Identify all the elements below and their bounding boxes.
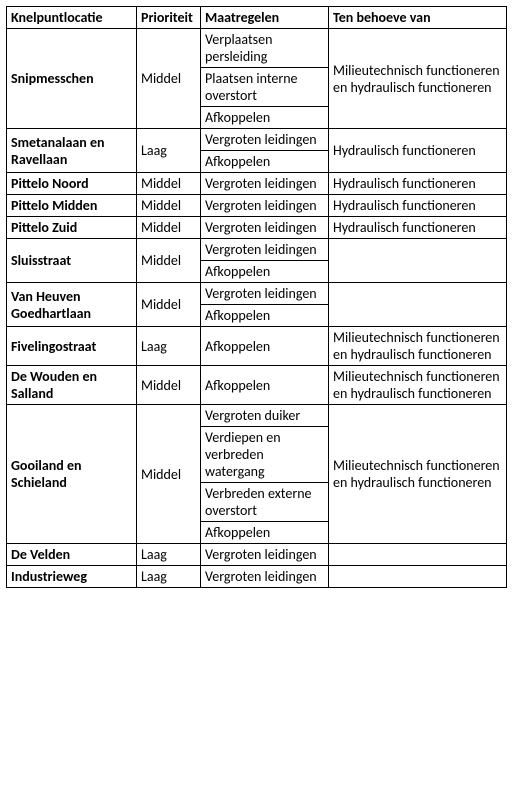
- table-row: FivelingostraatLaagAfkoppelenMilieutechn…: [7, 327, 507, 366]
- maatregel-item: Verplaatsen persleiding: [201, 29, 328, 68]
- cell-maatregelen: Verplaatsen persleidingPlaatsen interne …: [201, 29, 329, 129]
- maatregelen-list: Vergroten duikerVerdiepen en verbreden w…: [201, 405, 328, 543]
- maatregelen-list: Vergroten leidingen: [201, 217, 328, 238]
- col-header: Knelpuntlocatie: [7, 7, 137, 29]
- maatregel-item: Afkoppelen: [201, 336, 328, 357]
- table-row: Gooiland en SchielandMiddelVergroten dui…: [7, 405, 507, 544]
- cell-ten-behoeve-van: Hydraulisch functioneren: [329, 217, 507, 239]
- maatregel-item: Afkoppelen: [201, 151, 328, 173]
- cell-prioriteit: Middel: [137, 239, 201, 283]
- cell-ten-behoeve-van: [329, 283, 507, 327]
- table-row: De VeldenLaagVergroten leidingen: [7, 544, 507, 566]
- maatregel-item: Vergroten leidingen: [201, 217, 328, 238]
- maatregelen-list: Vergroten leidingenAfkoppelen: [201, 239, 328, 282]
- cell-prioriteit: Laag: [137, 544, 201, 566]
- cell-ten-behoeve-van: [329, 566, 507, 588]
- maatregel-item: Vergroten leidingen: [201, 283, 328, 305]
- cell-ten-behoeve-van: Milieutechnisch functioneren en hydrauli…: [329, 366, 507, 405]
- cell-maatregelen: Afkoppelen: [201, 327, 329, 366]
- table-row: Smetanalaan en RavellaanLaagVergroten le…: [7, 129, 507, 173]
- cell-prioriteit: Middel: [137, 217, 201, 239]
- maatregelen-list: Vergroten leidingen: [201, 544, 328, 565]
- knelpunt-table: Knelpuntlocatie Prioriteit Maatregelen T…: [6, 6, 507, 588]
- cell-prioriteit: Laag: [137, 129, 201, 173]
- maatregel-item: Afkoppelen: [201, 107, 328, 129]
- cell-ten-behoeve-van: Hydraulisch functioneren: [329, 195, 507, 217]
- cell-maatregelen: Vergroten leidingen: [201, 544, 329, 566]
- table-row: De Wouden en SallandMiddelAfkoppelenMili…: [7, 366, 507, 405]
- cell-ten-behoeve-van: Milieutechnisch functioneren en hydrauli…: [329, 29, 507, 129]
- cell-prioriteit: Laag: [137, 327, 201, 366]
- col-header: Maatregelen: [201, 7, 329, 29]
- cell-prioriteit: Middel: [137, 366, 201, 405]
- maatregelen-list: Afkoppelen: [201, 375, 328, 396]
- cell-locatie: Gooiland en Schieland: [7, 405, 137, 544]
- table-row: SnipmesschenMiddelVerplaatsen persleidin…: [7, 29, 507, 129]
- cell-locatie: De Wouden en Salland: [7, 366, 137, 405]
- maatregel-item: Vergroten leidingen: [201, 544, 328, 565]
- maatregel-item: Vergroten leidingen: [201, 566, 328, 587]
- table-row: Van Heuven GoedhartlaanMiddelVergroten l…: [7, 283, 507, 327]
- cell-prioriteit: Laag: [137, 566, 201, 588]
- cell-maatregelen: Vergroten leidingenAfkoppelen: [201, 129, 329, 173]
- table-row: Pittelo ZuidMiddelVergroten leidingenHyd…: [7, 217, 507, 239]
- maatregelen-list: Verplaatsen persleidingPlaatsen interne …: [201, 29, 328, 128]
- cell-locatie: Pittelo Noord: [7, 173, 137, 195]
- cell-ten-behoeve-van: Hydraulisch functioneren: [329, 173, 507, 195]
- cell-prioriteit: Middel: [137, 195, 201, 217]
- cell-maatregelen: Afkoppelen: [201, 366, 329, 405]
- cell-prioriteit: Middel: [137, 29, 201, 129]
- cell-locatie: Fivelingostraat: [7, 327, 137, 366]
- cell-ten-behoeve-van: Milieutechnisch functioneren en hydrauli…: [329, 405, 507, 544]
- maatregelen-list: Afkoppelen: [201, 336, 328, 357]
- maatregel-item: Afkoppelen: [201, 305, 328, 327]
- maatregel-item: Afkoppelen: [201, 375, 328, 396]
- cell-locatie: Smetanalaan en Ravellaan: [7, 129, 137, 173]
- cell-locatie: Pittelo Zuid: [7, 217, 137, 239]
- cell-locatie: Pittelo Midden: [7, 195, 137, 217]
- maatregel-item: Verdiepen en verbreden watergang: [201, 427, 328, 483]
- cell-maatregelen: Vergroten duikerVerdiepen en verbreden w…: [201, 405, 329, 544]
- maatregel-item: Vergroten leidingen: [201, 195, 328, 216]
- cell-maatregelen: Vergroten leidingenAfkoppelen: [201, 283, 329, 327]
- cell-ten-behoeve-van: [329, 544, 507, 566]
- cell-ten-behoeve-van: Milieutechnisch functioneren en hydrauli…: [329, 327, 507, 366]
- maatregelen-list: Vergroten leidingenAfkoppelen: [201, 283, 328, 326]
- cell-maatregelen: Vergroten leidingen: [201, 566, 329, 588]
- cell-maatregelen: Vergroten leidingenAfkoppelen: [201, 239, 329, 283]
- col-header: Ten behoeve van: [329, 7, 507, 29]
- col-header: Prioriteit: [137, 7, 201, 29]
- cell-prioriteit: Middel: [137, 173, 201, 195]
- cell-maatregelen: Vergroten leidingen: [201, 173, 329, 195]
- table-row: Pittelo MiddenMiddelVergroten leidingenH…: [7, 195, 507, 217]
- cell-locatie: Sluisstraat: [7, 239, 137, 283]
- maatregel-item: Vergroten leidingen: [201, 173, 328, 194]
- cell-prioriteit: Middel: [137, 405, 201, 544]
- header-row: Knelpuntlocatie Prioriteit Maatregelen T…: [7, 7, 507, 29]
- table-row: SluisstraatMiddelVergroten leidingenAfko…: [7, 239, 507, 283]
- maatregel-item: Afkoppelen: [201, 522, 328, 544]
- maatregel-item: Afkoppelen: [201, 261, 328, 283]
- cell-locatie: De Velden: [7, 544, 137, 566]
- table-row: Pittelo NoordMiddelVergroten leidingenHy…: [7, 173, 507, 195]
- cell-maatregelen: Vergroten leidingen: [201, 217, 329, 239]
- table-row: IndustriewegLaagVergroten leidingen: [7, 566, 507, 588]
- maatregel-item: Plaatsen interne overstort: [201, 68, 328, 107]
- maatregelen-list: Vergroten leidingen: [201, 566, 328, 587]
- cell-ten-behoeve-van: [329, 239, 507, 283]
- maatregel-item: Vergroten leidingen: [201, 239, 328, 261]
- maatregelen-list: Vergroten leidingen: [201, 173, 328, 194]
- cell-locatie: Van Heuven Goedhartlaan: [7, 283, 137, 327]
- cell-locatie: Industrieweg: [7, 566, 137, 588]
- cell-prioriteit: Middel: [137, 283, 201, 327]
- maatregel-item: Vergroten leidingen: [201, 129, 328, 151]
- maatregelen-list: Vergroten leidingenAfkoppelen: [201, 129, 328, 172]
- maatregel-item: Verbreden externe overstort: [201, 483, 328, 522]
- maatregel-item: Vergroten duiker: [201, 405, 328, 427]
- cell-maatregelen: Vergroten leidingen: [201, 195, 329, 217]
- cell-locatie: Snipmesschen: [7, 29, 137, 129]
- cell-ten-behoeve-van: Hydraulisch functioneren: [329, 129, 507, 173]
- maatregelen-list: Vergroten leidingen: [201, 195, 328, 216]
